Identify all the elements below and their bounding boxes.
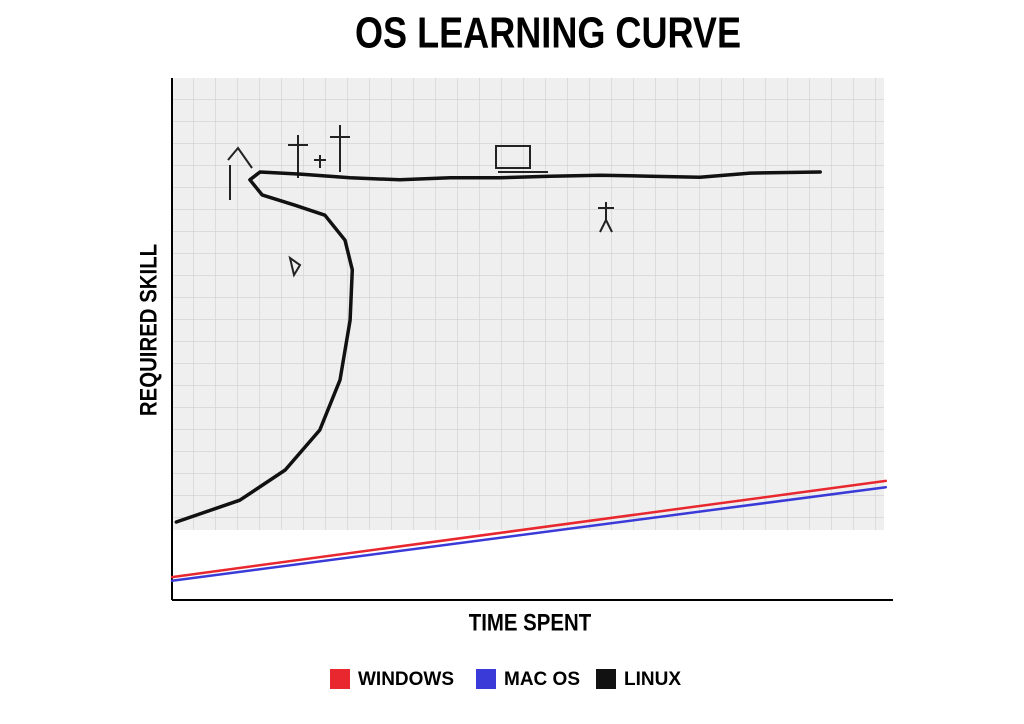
x-axis-label: TIME SPENT bbox=[469, 609, 592, 636]
series-line bbox=[170, 485, 888, 583]
y-axis-label: REQUIRED SKILL bbox=[135, 244, 162, 416]
series-line bbox=[170, 479, 888, 579]
sketch-decoration bbox=[227, 125, 614, 278]
legend: WINDOWS MAC OS LINUX bbox=[330, 669, 681, 690]
legend-swatch bbox=[596, 669, 616, 689]
legend-label: LINUX bbox=[624, 669, 681, 690]
legend-label: MAC OS bbox=[504, 669, 580, 690]
chart-title: OS LEARNING CURVE bbox=[355, 8, 741, 57]
series-line bbox=[174, 170, 822, 524]
legend-swatch bbox=[476, 669, 496, 689]
legend-label: WINDOWS bbox=[358, 669, 454, 690]
legend-swatch bbox=[330, 669, 350, 689]
sketch-background bbox=[172, 78, 884, 530]
